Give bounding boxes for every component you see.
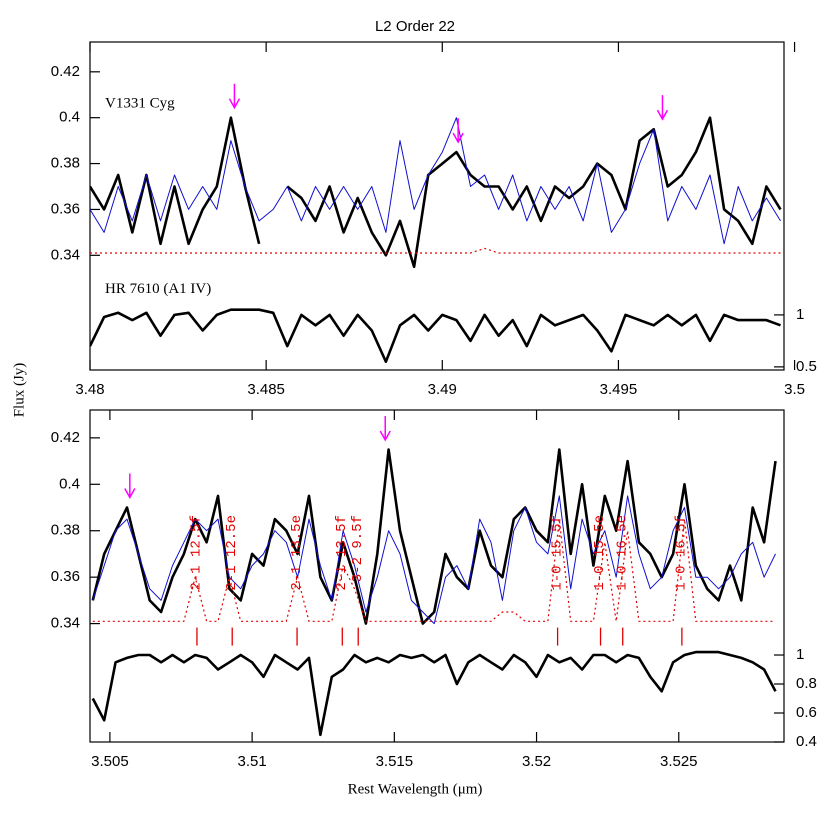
y-tick-label: 0.38 — [51, 155, 80, 172]
plot-frame — [89, 41, 785, 371]
spectrum-line — [91, 650, 777, 737]
y-tick-label: 0.42 — [51, 429, 80, 446]
x-tick-label: 3.48 — [75, 381, 104, 398]
spectrum-line — [90, 247, 781, 254]
y-axis-label: Flux (Jy) — [11, 363, 27, 418]
x-tick-label: 3.5 — [784, 381, 805, 398]
y2-tick-label: 0.5 — [796, 358, 817, 375]
arrow-marker — [656, 95, 669, 121]
line-label: 2-1 13.5e — [289, 515, 305, 591]
panel: 3.505 3.51 3.515 3.52 3.525 0.34 0.36 0.38 0.4 0.… — [51, 409, 817, 770]
arrow-marker — [379, 416, 391, 442]
line-label: 2-1 13.5f — [334, 515, 350, 591]
x-tick-label: 3.51 — [238, 753, 267, 770]
arrow-marker — [124, 473, 136, 500]
panel: 3.48 3.485 3.49 3.495 3.5 0.34 0.36 0.38 0.4 0.42… — [51, 41, 817, 398]
line-label: 1-0 15.5f — [549, 515, 565, 591]
y2-tick-label: 0.4 — [796, 733, 817, 750]
x-tick-label: 3.495 — [600, 381, 638, 398]
y2-tick-label: 1 — [796, 306, 804, 323]
y-tick-label: 0.34 — [51, 246, 80, 263]
y2-tick-label: 1 — [796, 646, 804, 663]
y2-tick-label: 0.6 — [796, 704, 817, 721]
y-tick-label: 0.34 — [51, 615, 80, 632]
x-tick-label: 3.515 — [376, 753, 414, 770]
line-label: 2-1 12.5e — [224, 515, 240, 591]
series-label: HR 7610 (A1 IV) — [105, 281, 211, 297]
y-tick-label: 0.36 — [51, 568, 80, 585]
arrow-marker — [228, 83, 241, 110]
line-label: 1-0 16.5e — [614, 515, 630, 591]
series-label: V1331 Cyg — [105, 95, 175, 111]
x-tick-label: 3.525 — [660, 753, 698, 770]
chart-title: L2 Order 22 — [375, 18, 455, 35]
line-label: 2-1 12.5f — [189, 515, 205, 591]
spectrum-line — [90, 308, 781, 363]
plot-frame — [89, 409, 785, 743]
x-tick-label: 3.52 — [522, 753, 551, 770]
x-tick-label: 3.485 — [247, 381, 285, 398]
y-tick-label: 0.42 — [51, 63, 80, 80]
y-tick-label: 0.36 — [51, 200, 80, 217]
x-tick-label: 3.505 — [91, 753, 129, 770]
x-tick-label: 3.49 — [428, 381, 457, 398]
spectrum-line — [90, 117, 781, 245]
line-label: 1-0 15.5e — [592, 515, 608, 591]
x-axis-label: Rest Wavelength (μm) — [348, 781, 483, 797]
arrow-marker — [452, 118, 464, 144]
y2-tick-label: 0.8 — [796, 675, 817, 692]
y-tick-label: 0.4 — [59, 475, 80, 492]
line-label: 1-0 16.5f — [674, 515, 690, 591]
y-tick-label: 0.38 — [51, 522, 80, 539]
y-tick-label: 0.4 — [59, 109, 80, 126]
spectrum-line — [92, 495, 776, 625]
spectrum-line — [90, 116, 782, 269]
line-label: 3-2 9.5f — [350, 515, 366, 582]
